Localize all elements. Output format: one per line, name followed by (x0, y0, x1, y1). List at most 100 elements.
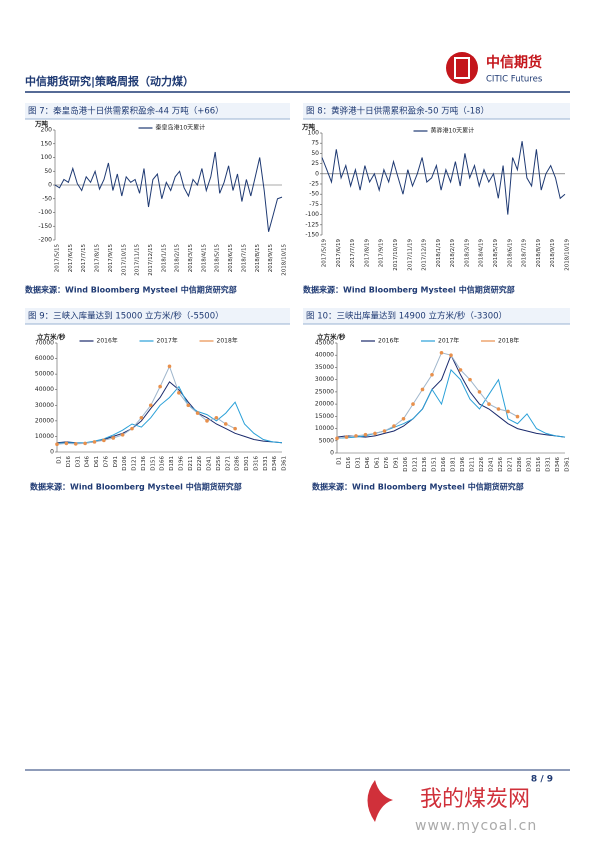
series-marker (382, 429, 387, 433)
x-tick-label: 2018/5/15 (215, 244, 221, 273)
y-axis-label: 立方米/秒 (37, 332, 66, 341)
figure-title-bar (25, 308, 290, 324)
series-marker (130, 426, 134, 431)
x-tick-label: D196 (460, 457, 466, 472)
series-marker (477, 390, 482, 394)
x-tick-label: 2018/4/15 (201, 244, 207, 273)
source-note: 数据来源：Wind Bloomberg Mysteel 中信期货研究部 (312, 482, 524, 492)
x-tick-label: 2017/7/15 (81, 244, 87, 273)
y-tick-label: -50 (309, 191, 319, 198)
y-tick-label: 100 (41, 154, 53, 161)
y-tick-label: -150 (38, 223, 52, 230)
x-tick-label: 2018/6/19 (507, 239, 513, 268)
x-tick-label: 2018/5/19 (493, 239, 499, 268)
x-tick-label: D196 (178, 456, 184, 471)
y-tick-label: 10000 (315, 425, 334, 432)
y-tick-label: 5000 (319, 437, 334, 444)
x-tick-label: D106 (122, 456, 128, 471)
series-marker (233, 426, 237, 431)
y-tick-label: 15000 (315, 413, 334, 420)
x-tick-label: 2018/2/19 (450, 239, 456, 268)
x-tick-label: 2017/8/15 (95, 244, 101, 273)
y-tick-label: 30000 (315, 376, 334, 383)
figure-title: 图 8：黄骅港十日供需累积盈余-50 万吨（-18） (306, 106, 489, 117)
x-tick-label: D256 (216, 456, 222, 471)
y-tick-label: -75 (309, 201, 319, 208)
y-tick-label: 50 (44, 168, 52, 175)
x-tick-label: 2017/10/19 (393, 239, 399, 271)
series-marker (411, 402, 415, 406)
x-tick-label: 2017/9/15 (108, 244, 114, 273)
series-marker (92, 440, 97, 444)
y-tick-label: -100 (305, 211, 319, 218)
y-tick-label: -200 (38, 237, 52, 244)
x-tick-label: 2017/7/19 (350, 239, 356, 268)
x-tick-label: D76 (103, 456, 109, 468)
series-marker (73, 442, 78, 446)
legend-label: 2018年 (217, 337, 238, 345)
y-tick-label: 50000 (35, 371, 54, 378)
x-tick-label: 2017/10/15 (121, 244, 127, 276)
x-tick-label: 2018/3/15 (188, 244, 194, 273)
series-line (56, 365, 236, 445)
x-tick-label: D31 (75, 456, 81, 467)
source-note: 数据来源：Wind Bloomberg Mysteel 中信期货研究部 (25, 285, 237, 295)
source-note: 数据来源：Wind Bloomberg Mysteel 中信期货研究部 (303, 285, 515, 295)
x-tick-label: D286 (235, 456, 241, 471)
x-tick-label: D46 (85, 456, 91, 468)
x-tick-label: D211 (188, 456, 194, 471)
y-tick-label: 45000 (315, 340, 334, 347)
watermark-logo (367, 780, 393, 822)
x-tick-label: D331 (263, 456, 269, 471)
x-tick-label: D331 (546, 457, 552, 472)
y-tick-label: 0 (48, 182, 52, 189)
series-line (56, 385, 283, 444)
series-marker (335, 436, 339, 441)
series-marker (344, 435, 349, 439)
series-marker (223, 422, 228, 426)
x-tick-label: D16 (66, 456, 72, 468)
y-tick-label: 35000 (315, 364, 334, 371)
x-tick-label: D166 (441, 457, 447, 472)
series-marker (167, 364, 172, 369)
x-tick-label: D61 (375, 457, 381, 468)
x-tick-label: D151 (150, 456, 156, 471)
x-tick-label: 2017/6/15 (68, 244, 74, 273)
series-marker (102, 438, 106, 443)
series-marker (373, 431, 377, 436)
x-tick-label: D361 (565, 457, 571, 472)
figure-title: 图 9：三峡入库量达到 15000 立方米/秒（-5500） (28, 311, 224, 322)
legend-label: 2017年 (157, 337, 178, 345)
y-axis-label: 立方米/秒 (317, 332, 346, 341)
source-note: 数据来源：Wind Bloomberg Mysteel 中信期货研究部 (30, 482, 242, 492)
series-marker (515, 414, 520, 419)
series-marker (148, 403, 153, 408)
y-tick-label: 40000 (35, 386, 54, 393)
x-tick-label: 2018/8/15 (255, 244, 261, 273)
y-tick-label: -50 (42, 195, 52, 202)
y-tick-label: -25 (309, 181, 319, 188)
series-marker (420, 387, 425, 392)
x-tick-label: D121 (413, 457, 419, 472)
series-marker (468, 377, 472, 382)
series-marker (177, 391, 181, 395)
y-tick-label: 20000 (315, 401, 334, 408)
x-tick-label: D241 (489, 457, 495, 472)
x-tick-label: D211 (470, 457, 476, 472)
y-tick-label: 60000 (35, 355, 54, 362)
x-tick-label: 2018/7/19 (522, 239, 528, 268)
series-marker (55, 442, 59, 447)
x-tick-label: D256 (498, 457, 504, 472)
x-tick-label: D31 (356, 457, 362, 468)
x-tick-label: D271 (225, 456, 231, 471)
y-tick-label: 75 (311, 140, 319, 147)
x-tick-label: 2018/6/15 (228, 244, 234, 273)
y-tick-label: 40000 (315, 352, 334, 359)
series-marker (205, 419, 209, 423)
series-marker (354, 434, 358, 438)
y-tick-label: 0 (315, 170, 319, 177)
series-marker (496, 407, 501, 411)
y-tick-label: -125 (305, 221, 319, 228)
figure-title-bar (303, 103, 570, 119)
series-line (54, 151, 283, 232)
